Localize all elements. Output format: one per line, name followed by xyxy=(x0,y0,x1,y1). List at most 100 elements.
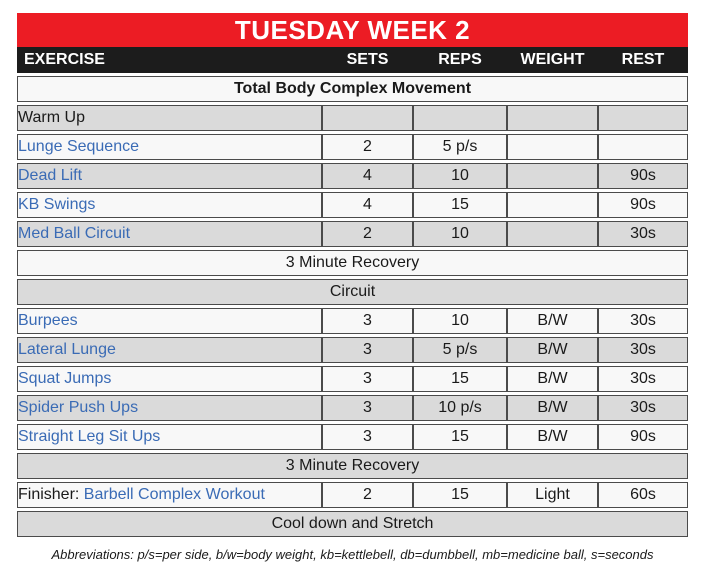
reps-cell: 15 xyxy=(413,424,507,450)
sets-cell: 4 xyxy=(322,163,413,189)
page-title: TUESDAY WEEK 2 xyxy=(234,15,471,45)
exercise-link[interactable]: Burpees xyxy=(18,312,78,329)
section-label: Total Body Complex Movement xyxy=(17,76,688,102)
exercise-name: Warm Up xyxy=(18,109,85,126)
abbreviations-note: Abbreviations: p/s=per side, b/w=body we… xyxy=(51,547,654,562)
weight-cell: B/W xyxy=(507,308,598,334)
weight-cell xyxy=(507,192,598,218)
exercise-link[interactable]: Med Ball Circuit xyxy=(18,225,131,242)
workout-sheet: TUESDAY WEEK 2 EXERCISE SETS REPS WEIGHT… xyxy=(17,13,688,562)
reps-cell: 15 xyxy=(413,192,507,218)
section-row: 3 Minute Recovery xyxy=(17,250,688,276)
sets-cell: 4 xyxy=(322,192,413,218)
exercise-prefix: Finisher: xyxy=(18,486,84,503)
exercise-cell: Squat Jumps xyxy=(17,366,322,392)
exercise-link[interactable]: Dead Lift xyxy=(18,167,83,184)
rest-cell: 90s xyxy=(598,424,688,450)
column-header-weight: WEIGHT xyxy=(520,51,585,68)
sets-cell: 2 xyxy=(322,221,413,247)
rest-cell: 30s xyxy=(598,395,688,421)
weight-cell: B/W xyxy=(507,366,598,392)
section-label: Cool down and Stretch xyxy=(17,511,688,537)
section-row: 3 Minute Recovery xyxy=(17,453,688,479)
exercise-cell: Straight Leg Sit Ups xyxy=(17,424,322,450)
weight-cell xyxy=(507,134,598,160)
section-row: Circuit xyxy=(17,279,688,305)
sets-cell: 3 xyxy=(322,337,413,363)
weight-cell xyxy=(507,221,598,247)
table-row: Lunge Sequence 2 5 p/s xyxy=(17,134,688,160)
reps-cell: 5 p/s xyxy=(413,337,507,363)
exercise-cell: Med Ball Circuit xyxy=(17,221,322,247)
exercise-cell: Spider Push Ups xyxy=(17,395,322,421)
sets-cell: 3 xyxy=(322,395,413,421)
sets-cell: 3 xyxy=(322,308,413,334)
weight-cell xyxy=(507,163,598,189)
rest-cell xyxy=(598,105,688,131)
rest-cell: 30s xyxy=(598,221,688,247)
weight-cell: B/W xyxy=(507,424,598,450)
reps-cell: 10 xyxy=(413,308,507,334)
weight-cell: Light xyxy=(507,482,598,508)
section-label: 3 Minute Recovery xyxy=(17,250,688,276)
table-row: Spider Push Ups 3 10 p/s B/W 30s xyxy=(17,395,688,421)
column-header-rest: REST xyxy=(621,51,665,68)
section-label: Circuit xyxy=(17,279,688,305)
rest-cell: 90s xyxy=(598,192,688,218)
column-header-reps: REPS xyxy=(438,51,482,68)
table-row: Finisher: Barbell Complex Workout 2 15 Ligh… xyxy=(17,482,688,508)
sets-cell: 3 xyxy=(322,366,413,392)
exercise-link[interactable]: Squat Jumps xyxy=(18,370,112,387)
reps-cell: 15 xyxy=(413,366,507,392)
table-row: KB Swings 4 15 90s xyxy=(17,192,688,218)
title-bar: TUESDAY WEEK 2 xyxy=(17,13,688,47)
section-label: 3 Minute Recovery xyxy=(17,453,688,479)
column-header-exercise: EXERCISE xyxy=(24,51,105,68)
reps-cell: 10 p/s xyxy=(413,395,507,421)
weight-cell: B/W xyxy=(507,337,598,363)
section-row: Total Body Complex Movement xyxy=(17,76,688,102)
rest-cell xyxy=(598,134,688,160)
rest-cell: 60s xyxy=(598,482,688,508)
exercise-cell: Burpees xyxy=(17,308,322,334)
rest-cell: 30s xyxy=(598,337,688,363)
reps-cell: 10 xyxy=(413,221,507,247)
workout-table: Total Body Complex Movement Warm Up Lunge … xyxy=(17,73,688,540)
table-row: Med Ball Circuit 2 10 30s xyxy=(17,221,688,247)
table-row: Dead Lift 4 10 90s xyxy=(17,163,688,189)
exercise-cell: Lateral Lunge xyxy=(17,337,322,363)
reps-cell: 5 p/s xyxy=(413,134,507,160)
sets-cell: 2 xyxy=(322,134,413,160)
sets-cell: 3 xyxy=(322,424,413,450)
reps-cell: 15 xyxy=(413,482,507,508)
exercise-cell: Finisher: Barbell Complex Workout xyxy=(17,482,322,508)
exercise-link[interactable]: Straight Leg Sit Ups xyxy=(18,428,161,445)
weight-cell: B/W xyxy=(507,395,598,421)
exercise-cell: Lunge Sequence xyxy=(17,134,322,160)
reps-cell: 10 xyxy=(413,163,507,189)
exercise-link[interactable]: Barbell Complex Workout xyxy=(83,486,265,503)
table-row: Lateral Lunge 3 5 p/s B/W 30s xyxy=(17,337,688,363)
sets-cell: 2 xyxy=(322,482,413,508)
table-row: Burpees 3 10 B/W 30s xyxy=(17,308,688,334)
sets-cell xyxy=(322,105,413,131)
exercise-link[interactable]: Lateral Lunge xyxy=(18,341,116,358)
section-row: Cool down and Stretch xyxy=(17,511,688,537)
exercise-link[interactable]: KB Swings xyxy=(18,196,96,213)
weight-cell xyxy=(507,105,598,131)
exercise-cell: Warm Up xyxy=(17,105,322,131)
table-row: Straight Leg Sit Ups 3 15 B/W 90s xyxy=(17,424,688,450)
rest-cell: 30s xyxy=(598,308,688,334)
column-header-sets: SETS xyxy=(346,51,389,68)
exercise-cell: KB Swings xyxy=(17,192,322,218)
exercise-link[interactable]: Spider Push Ups xyxy=(18,399,139,416)
exercise-link[interactable]: Lunge Sequence xyxy=(18,138,139,155)
reps-cell xyxy=(413,105,507,131)
table-row: Squat Jumps 3 15 B/W 30s xyxy=(17,366,688,392)
rest-cell: 90s xyxy=(598,163,688,189)
exercise-cell: Dead Lift xyxy=(17,163,322,189)
table-row: Warm Up xyxy=(17,105,688,131)
column-header-row: EXERCISE SETS REPS WEIGHT REST xyxy=(17,47,688,73)
rest-cell: 30s xyxy=(598,366,688,392)
